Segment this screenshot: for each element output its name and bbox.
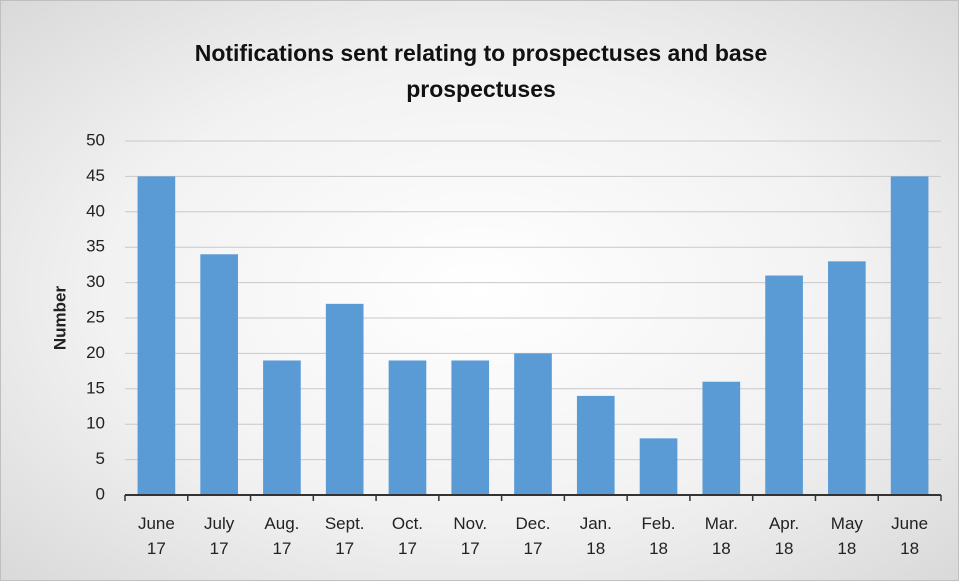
x-tick-label: Sept. 17 <box>324 514 365 558</box>
x-tick-label: Feb. 18 <box>641 514 676 558</box>
y-tick-label: 0 <box>96 484 105 503</box>
bar <box>514 353 552 495</box>
x-tick-label: May 18 <box>830 514 863 558</box>
bar <box>263 360 301 495</box>
y-tick-label: 40 <box>86 201 105 220</box>
bar <box>451 360 490 495</box>
x-tick-label: July 17 <box>204 514 235 558</box>
y-tick-label: 45 <box>86 166 105 185</box>
y-tick-label: 50 <box>86 130 105 149</box>
y-tick-label: 25 <box>86 307 105 326</box>
x-tick-label: Nov. 17 <box>453 514 488 558</box>
x-tick-label: Jan. 18 <box>579 514 612 558</box>
bar <box>639 438 678 495</box>
x-tick-label: June 17 <box>137 514 175 558</box>
bar <box>765 275 803 495</box>
y-axis-label: Number <box>50 286 69 351</box>
bar <box>828 261 866 495</box>
y-tick-label: 20 <box>86 343 105 362</box>
x-tick-label: Apr. 18 <box>768 514 800 558</box>
bar <box>890 176 929 495</box>
y-tick-label: 35 <box>86 237 105 256</box>
y-tick-label: 5 <box>96 449 105 468</box>
y-tick-label: 30 <box>86 272 105 291</box>
bar <box>137 176 176 495</box>
bar <box>325 303 364 495</box>
x-tick-label: June 18 <box>891 514 929 558</box>
bar <box>388 360 427 495</box>
x-tick-label: Aug. 17 <box>264 514 300 558</box>
bar <box>576 395 615 495</box>
y-tick-label: 15 <box>86 378 105 397</box>
chart-title: Notifications sent relating to prospectu… <box>194 40 768 102</box>
bar <box>200 254 238 495</box>
x-tick-label: Oct. 17 <box>391 514 424 558</box>
bar <box>702 381 741 495</box>
x-tick-label: Dec. 17 <box>515 514 551 558</box>
y-tick-label: 10 <box>86 414 105 433</box>
x-tick-label: Mar. 18 <box>704 514 738 558</box>
